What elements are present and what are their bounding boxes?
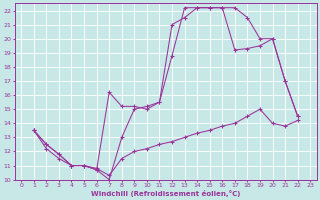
X-axis label: Windchill (Refroidissement éolien,°C): Windchill (Refroidissement éolien,°C) [91, 190, 240, 197]
